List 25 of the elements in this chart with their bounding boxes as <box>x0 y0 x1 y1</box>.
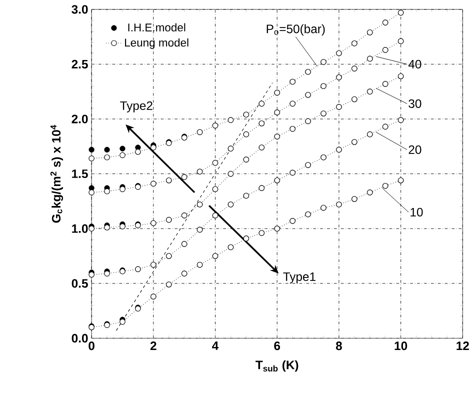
x-tick-label: 8 <box>336 342 342 350</box>
y-tick-label: 1.5 <box>72 170 88 178</box>
x-tick-label: 2 <box>150 342 156 350</box>
legend-label: Leung model <box>125 38 188 50</box>
x-tick-label: 4 <box>212 342 219 350</box>
annotation: P$_{o}$=50(bar) <box>266 24 325 36</box>
annotation: Type2 <box>120 102 152 113</box>
x-tick-label: 0 <box>88 342 94 350</box>
x-tick-label: 6 <box>274 342 280 350</box>
annotation: 20 <box>408 146 422 154</box>
annotation: 10 <box>410 208 423 217</box>
x-tick-label: 10 <box>394 342 408 350</box>
legend-label: I.H.E.model <box>128 23 186 32</box>
y-axis-title: G$_{c}$kg/(m$^{2}$ s) x 10$^{4}$ <box>50 125 64 223</box>
y-tick-label: 0.0 <box>72 334 88 343</box>
x-tick-label: 12 <box>456 342 469 350</box>
annotation: 40 <box>408 60 422 69</box>
annotation: 30 <box>408 100 422 108</box>
annotation: Type1 <box>283 272 316 284</box>
y-tick-label: 2.5 <box>72 60 88 69</box>
y-tick-label: 0.5 <box>72 279 88 288</box>
y-tick-label: 2.0 <box>72 114 88 124</box>
y-tick-label: 3.0 <box>72 5 88 14</box>
x-axis-title: T$_{sub}$ (K) <box>256 360 298 372</box>
y-tick-label: 1.0 <box>72 224 88 234</box>
